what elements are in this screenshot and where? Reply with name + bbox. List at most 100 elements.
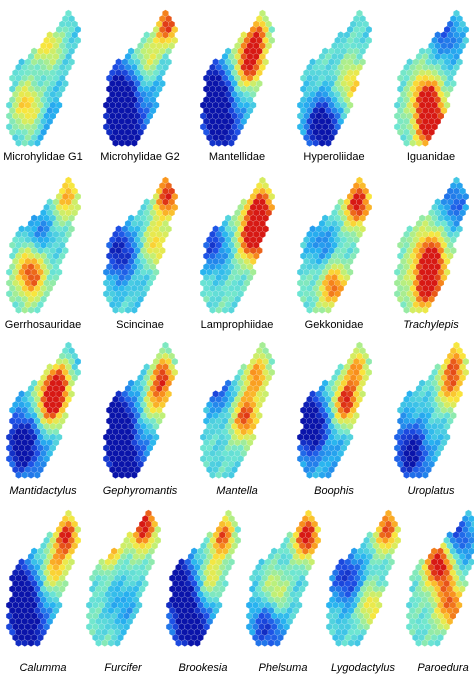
madagascar-hex-map	[102, 176, 179, 314]
hex-cell	[227, 471, 235, 479]
madagascar-hex-map	[405, 509, 474, 647]
map-caption: Gekkonidae	[304, 319, 364, 331]
hex-cell	[221, 306, 229, 314]
madagascar-hex-map	[5, 509, 82, 647]
hex-cell	[209, 471, 216, 479]
hex-cell	[193, 639, 201, 647]
hex-cell	[403, 139, 410, 147]
hex-cell	[409, 471, 417, 479]
madagascar-hex-map	[199, 341, 276, 479]
hex-cell	[403, 471, 410, 479]
hex-cell	[118, 471, 126, 479]
map-caption: Calumma	[19, 662, 67, 674]
hex-cell	[415, 471, 423, 479]
hex-cell	[335, 639, 342, 647]
hex-cell	[415, 139, 423, 147]
hex-cell	[306, 306, 313, 314]
madagascar-hex-map	[102, 9, 179, 147]
hex-cell	[273, 639, 281, 647]
hex-cell	[324, 306, 332, 314]
hex-cell	[409, 139, 417, 147]
hex-cell	[227, 139, 235, 147]
hex-cell	[33, 306, 41, 314]
hex-cell	[312, 139, 320, 147]
hex-cell	[318, 139, 326, 147]
hex-cell	[403, 306, 410, 314]
map-caption: Gephyromantis	[102, 485, 178, 497]
hex-cell	[113, 639, 121, 647]
map-caption: Trachylepis	[403, 319, 459, 331]
hex-cell	[124, 139, 132, 147]
hex-cell	[415, 306, 423, 314]
hex-cell	[112, 471, 119, 479]
hex-cell	[187, 639, 195, 647]
hex-cell	[255, 639, 262, 647]
hex-cell	[471, 520, 474, 528]
hex-cell	[181, 639, 189, 647]
map-caption: Mantidactylus	[9, 485, 77, 497]
hex-cell	[421, 639, 429, 647]
hex-cell	[21, 639, 29, 647]
hex-cell	[215, 139, 223, 147]
madagascar-hex-map	[5, 176, 82, 314]
hex-cell	[21, 306, 29, 314]
map-caption: Microhylidae G2	[100, 151, 180, 163]
hex-cell	[112, 139, 119, 147]
hex-cell	[130, 139, 138, 147]
hex-cell	[347, 639, 355, 647]
hex-cell	[471, 542, 474, 550]
hex-cell	[15, 139, 22, 147]
hex-cell	[209, 306, 216, 314]
hex-cell	[221, 139, 229, 147]
map-caption: Boophis	[314, 485, 354, 497]
hex-cell	[118, 306, 126, 314]
map-caption: Phelsuma	[258, 662, 308, 674]
map-caption: Brookesia	[178, 662, 228, 674]
map-caption: Microhylidae G1	[3, 151, 83, 163]
hex-cell	[306, 471, 313, 479]
map-caption: Mantella	[216, 485, 258, 497]
hex-cell	[341, 639, 349, 647]
hex-cell	[124, 306, 132, 314]
madagascar-hex-map	[296, 341, 373, 479]
map-caption: Paroedura	[417, 662, 469, 674]
map-caption: Hyperoliidae	[303, 151, 365, 163]
hex-cell	[21, 471, 29, 479]
hex-cell	[95, 639, 102, 647]
hex-cell	[433, 639, 441, 647]
hex-cell	[107, 639, 115, 647]
hex-cell	[267, 639, 275, 647]
hex-cell	[21, 139, 29, 147]
hex-cell	[27, 306, 35, 314]
hex-cell	[124, 471, 132, 479]
hex-cell	[318, 306, 326, 314]
hex-cell	[312, 471, 320, 479]
hex-cell	[118, 139, 126, 147]
hex-cell	[112, 306, 119, 314]
map-caption: Lamprophiidae	[200, 319, 274, 331]
hex-cell	[209, 139, 216, 147]
madagascar-hex-map	[393, 341, 470, 479]
hex-cell	[101, 639, 109, 647]
hex-cell	[15, 639, 22, 647]
madagascar-hex-map	[393, 9, 470, 147]
map-caption: Iguanidae	[406, 151, 456, 163]
madagascar-hex-map	[199, 9, 276, 147]
madagascar-hex-map	[85, 509, 162, 647]
madagascar-hex-map	[5, 341, 82, 479]
hex-cell	[427, 639, 435, 647]
hex-cell	[471, 531, 474, 539]
hex-cell	[215, 306, 223, 314]
hex-cell	[421, 471, 429, 479]
hex-cell	[306, 139, 313, 147]
hex-cell	[215, 471, 223, 479]
hex-cell	[175, 639, 182, 647]
madagascar-hex-map	[5, 9, 82, 147]
hex-cell	[324, 471, 332, 479]
hex-cell	[227, 306, 235, 314]
madagascar-hex-map	[296, 9, 373, 147]
map-caption: Mantellidae	[208, 151, 266, 163]
hex-cell	[130, 471, 138, 479]
hex-cell	[27, 139, 35, 147]
